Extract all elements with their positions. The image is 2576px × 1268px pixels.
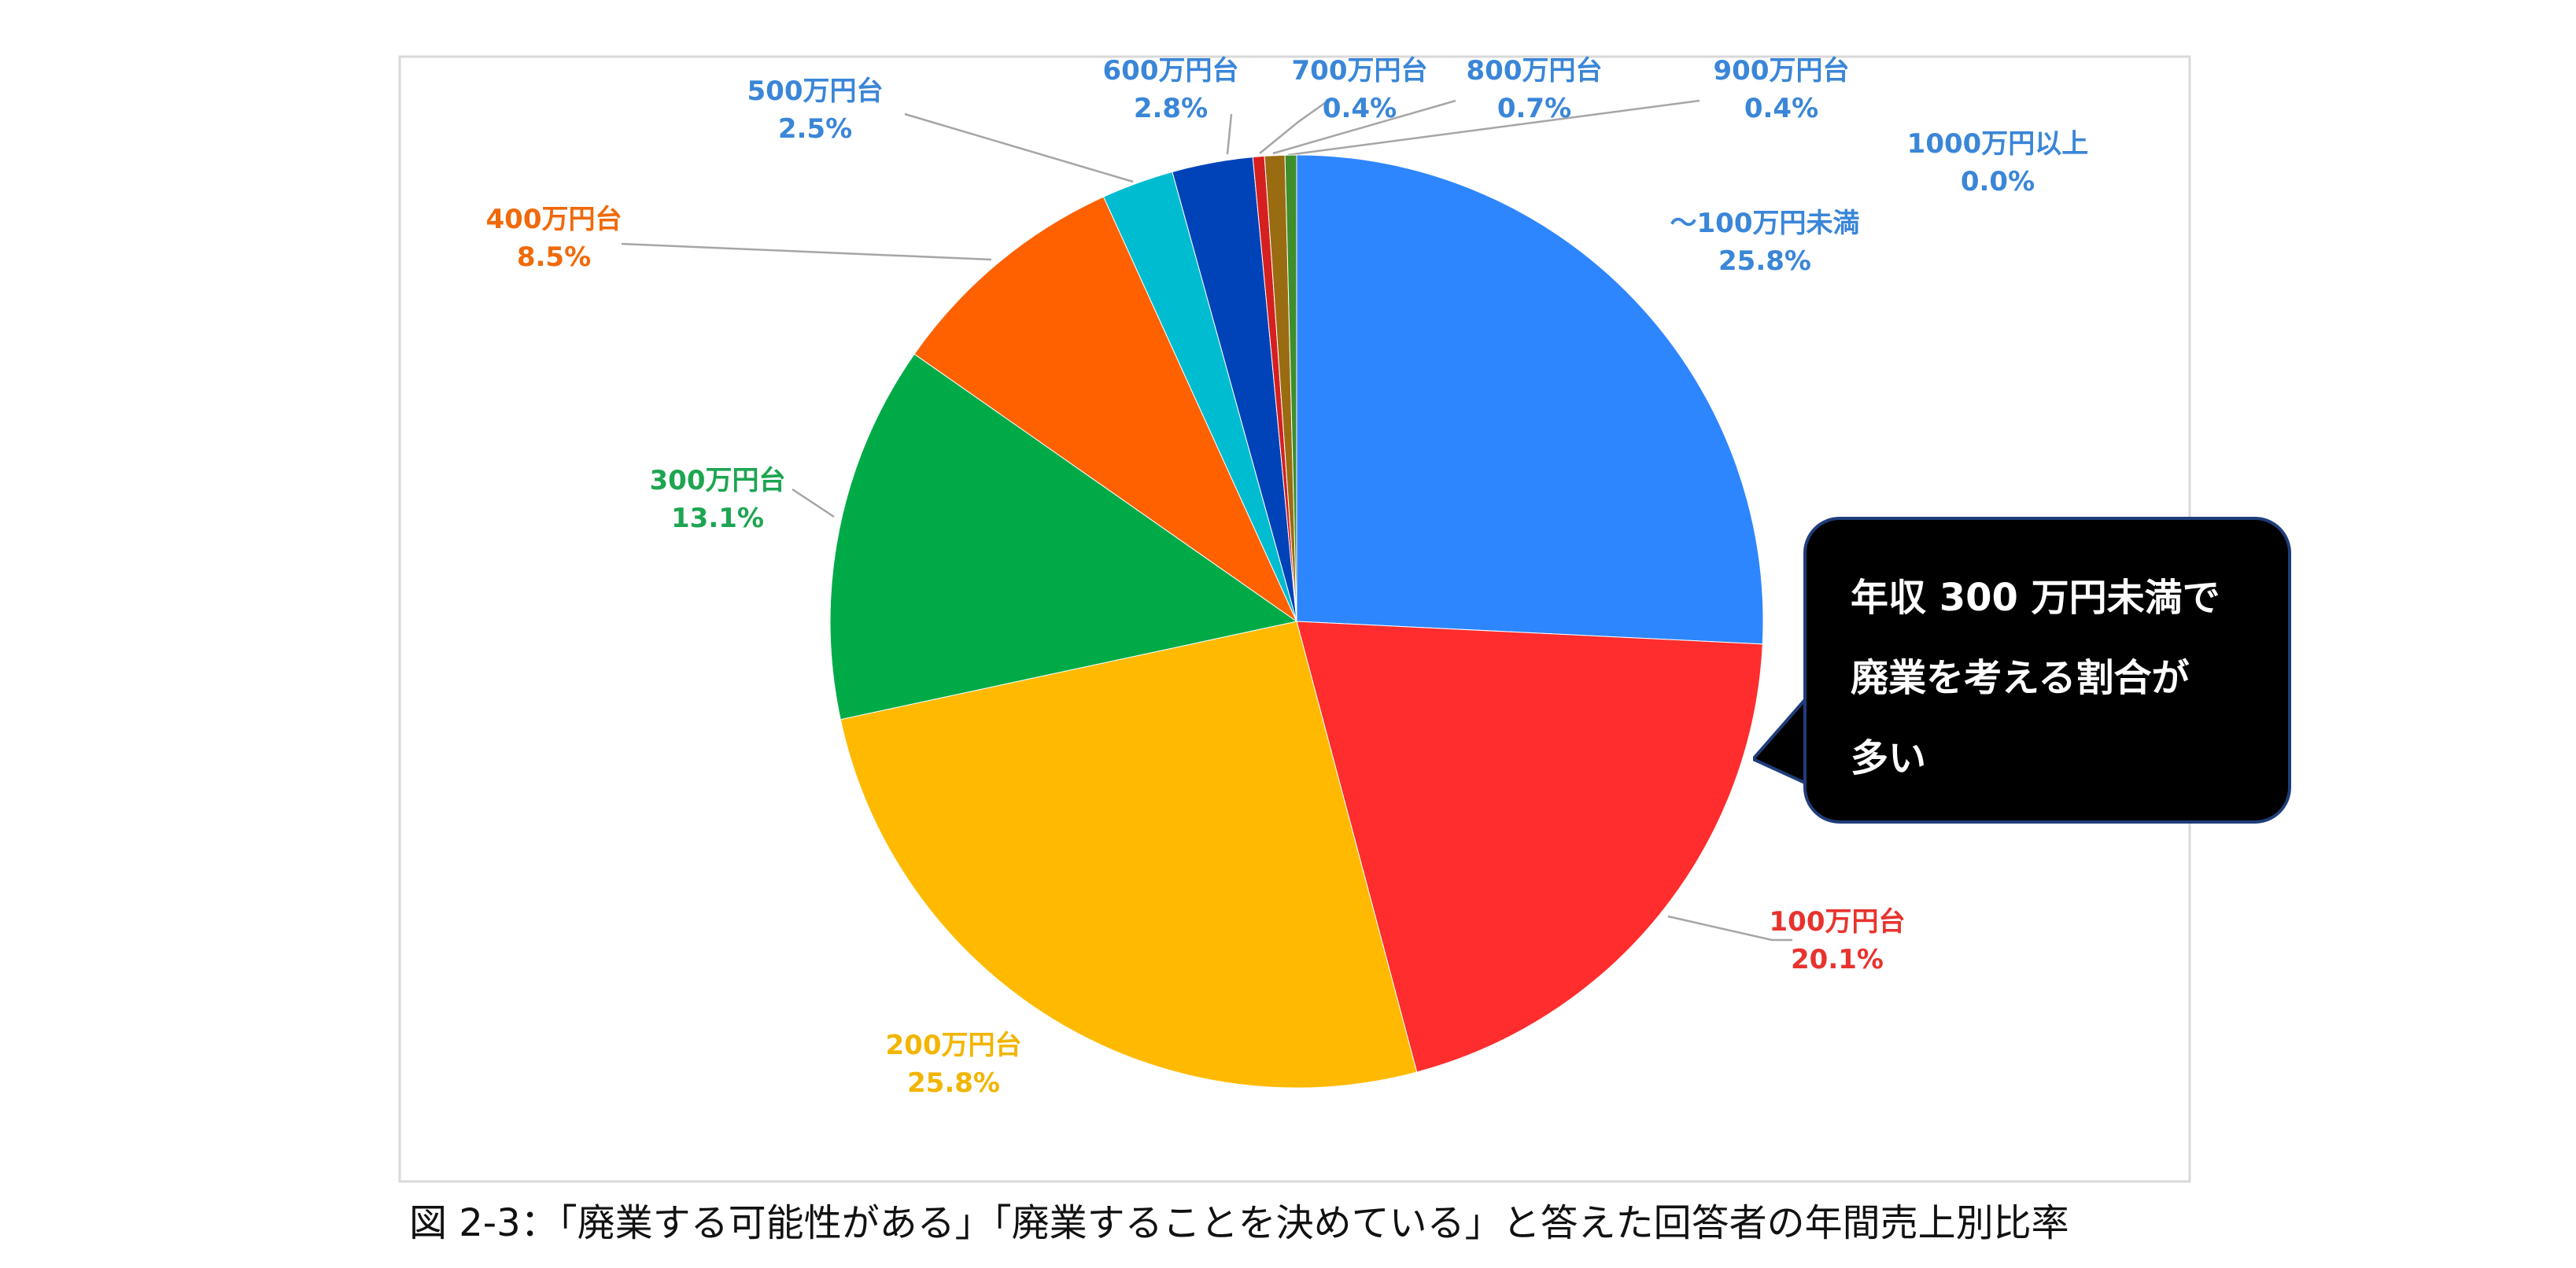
callout-pointer xyxy=(1753,696,1808,784)
leader-line-4 xyxy=(792,488,835,518)
leader-line-2 xyxy=(1667,915,1792,942)
value-label-8: 0.4% xyxy=(1323,93,1397,124)
pie-slices xyxy=(829,154,1764,1089)
pie-slice-5 xyxy=(913,196,1298,623)
category-label-3: 200万円台 xyxy=(886,1030,1022,1061)
value-label-3: 25.8% xyxy=(907,1067,1000,1099)
pie-slice-3 xyxy=(840,621,1418,1089)
figure-caption: 図 2-3：「廃業する可能性がある」「廃業することを決めている」と答えた回答者の… xyxy=(409,1201,2069,1245)
category-label-6: 500万円台 xyxy=(747,76,884,107)
leader-line-8 xyxy=(1259,99,1329,154)
leader-line-6 xyxy=(904,112,1134,183)
category-label-7: 600万円台 xyxy=(1103,55,1239,87)
category-label-8: 700万円台 xyxy=(1292,55,1428,87)
value-label-7: 2.8% xyxy=(1134,93,1208,124)
callout-line-1: 年収 300 万円未満で xyxy=(1851,576,2220,620)
value-label-5: 8.5% xyxy=(517,241,591,273)
value-label-2: 20.1% xyxy=(1791,944,1884,975)
value-label-10: 0.4% xyxy=(1744,93,1818,124)
category-label-5: 400万円台 xyxy=(486,204,622,235)
leader-line-7 xyxy=(1226,113,1233,155)
pie-slice-1 xyxy=(1296,154,1764,645)
pie-slice-10 xyxy=(1284,154,1297,622)
pie-slice-4 xyxy=(829,353,1298,721)
category-label-2: 100万円台 xyxy=(1770,906,1906,938)
category-label-11: 1000万円以上 xyxy=(1907,128,2089,160)
leader-line-5 xyxy=(621,242,992,261)
value-label-1: 25.8% xyxy=(1718,245,1811,277)
slice-labels: 〜100万円未満 25.8% 100万円台 20.1% 200万円台 25.8% 300万円… xyxy=(486,55,2089,1099)
category-label-4: 300万円台 xyxy=(650,465,786,496)
pie-slice-2 xyxy=(1296,621,1763,1073)
leader-line-10 xyxy=(1287,99,1700,157)
value-label-6: 2.5% xyxy=(778,113,852,145)
category-label-1: 〜100万円未満 xyxy=(1670,208,1860,239)
value-label-9: 0.7% xyxy=(1497,93,1571,124)
value-label-4: 13.1% xyxy=(671,503,764,534)
value-label-11: 0.0% xyxy=(1961,166,2035,197)
callout-line-2: 廃業を考える割合が xyxy=(1851,656,2190,700)
callout-line-3: 多い xyxy=(1851,736,1927,780)
category-label-9: 800万円台 xyxy=(1467,55,1603,87)
callout-box: 年収 300 万円未満で 廃業を考える割合が 多い xyxy=(1803,517,2291,824)
leader-lines xyxy=(621,99,1792,942)
leader-line-9 xyxy=(1272,99,1456,155)
category-label-10: 900万円台 xyxy=(1714,55,1850,87)
